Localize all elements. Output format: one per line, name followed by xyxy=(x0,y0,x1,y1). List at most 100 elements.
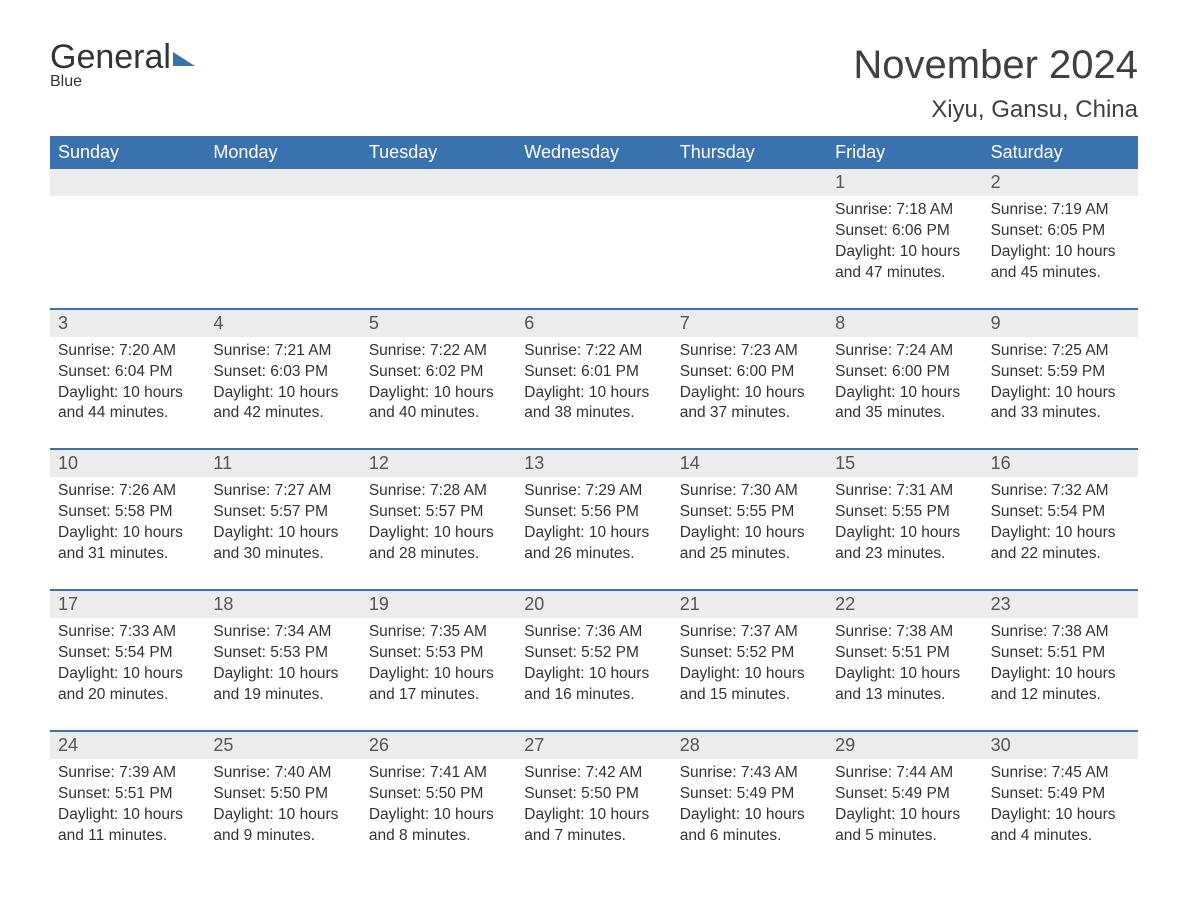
sunrise-text: Sunrise: 7:22 AM xyxy=(369,341,508,362)
day-cell: Sunrise: 7:21 AMSunset: 6:03 PMDaylight:… xyxy=(205,337,360,431)
sunset-text: Sunset: 5:51 PM xyxy=(58,784,197,805)
sunset-text: Sunset: 5:53 PM xyxy=(213,643,352,664)
day-cell: Sunrise: 7:44 AMSunset: 5:49 PMDaylight:… xyxy=(827,759,982,853)
day-number xyxy=(205,169,360,196)
sunset-text: Sunset: 6:06 PM xyxy=(835,221,974,242)
sunset-text: Sunset: 5:55 PM xyxy=(835,502,974,523)
day-number-row: 17181920212223 xyxy=(50,591,1138,618)
day-cell: Sunrise: 7:32 AMSunset: 5:54 PMDaylight:… xyxy=(983,477,1138,571)
sunset-text: Sunset: 6:00 PM xyxy=(680,362,819,383)
sunrise-text: Sunrise: 7:34 AM xyxy=(213,622,352,643)
daylight-text: Daylight: 10 hours and 15 minutes. xyxy=(680,664,819,706)
sunset-text: Sunset: 5:50 PM xyxy=(524,784,663,805)
day-cell: Sunrise: 7:28 AMSunset: 5:57 PMDaylight:… xyxy=(361,477,516,571)
day-number: 14 xyxy=(672,450,827,477)
day-cell: Sunrise: 7:24 AMSunset: 6:00 PMDaylight:… xyxy=(827,337,982,431)
sunrise-text: Sunrise: 7:44 AM xyxy=(835,763,974,784)
weekday-label: Friday xyxy=(827,136,982,169)
day-cell: Sunrise: 7:22 AMSunset: 6:01 PMDaylight:… xyxy=(516,337,671,431)
daylight-text: Daylight: 10 hours and 37 minutes. xyxy=(680,383,819,425)
daylight-text: Daylight: 10 hours and 7 minutes. xyxy=(524,805,663,847)
calendar-weekday-header: Sunday Monday Tuesday Wednesday Thursday… xyxy=(50,136,1138,169)
day-number: 12 xyxy=(361,450,516,477)
day-cell xyxy=(516,196,671,290)
location-subtitle: Xiyu, Gansu, China xyxy=(50,96,1138,124)
day-cell xyxy=(361,196,516,290)
weekday-label: Monday xyxy=(205,136,360,169)
sunset-text: Sunset: 6:05 PM xyxy=(991,221,1130,242)
day-number: 1 xyxy=(827,169,982,196)
sunset-text: Sunset: 5:57 PM xyxy=(213,502,352,523)
sunrise-text: Sunrise: 7:38 AM xyxy=(991,622,1130,643)
sunrise-text: Sunrise: 7:27 AM xyxy=(213,481,352,502)
daylight-text: Daylight: 10 hours and 16 minutes. xyxy=(524,664,663,706)
sunrise-text: Sunrise: 7:24 AM xyxy=(835,341,974,362)
weekday-label: Tuesday xyxy=(361,136,516,169)
sunrise-text: Sunrise: 7:28 AM xyxy=(369,481,508,502)
sunrise-text: Sunrise: 7:26 AM xyxy=(58,481,197,502)
daylight-text: Daylight: 10 hours and 33 minutes. xyxy=(991,383,1130,425)
day-number: 5 xyxy=(361,310,516,337)
sunrise-text: Sunrise: 7:29 AM xyxy=(524,481,663,502)
calendar-week: 12Sunrise: 7:18 AMSunset: 6:06 PMDayligh… xyxy=(50,169,1138,290)
daylight-text: Daylight: 10 hours and 45 minutes. xyxy=(991,242,1130,284)
day-number: 16 xyxy=(983,450,1138,477)
day-number-row: 10111213141516 xyxy=(50,450,1138,477)
day-cell: Sunrise: 7:35 AMSunset: 5:53 PMDaylight:… xyxy=(361,618,516,712)
logo-triangle-icon xyxy=(173,52,195,66)
daylight-text: Daylight: 10 hours and 22 minutes. xyxy=(991,523,1130,565)
daylight-text: Daylight: 10 hours and 30 minutes. xyxy=(213,523,352,565)
header-row: General Blue November 2024 xyxy=(50,40,1138,90)
day-cell: Sunrise: 7:26 AMSunset: 5:58 PMDaylight:… xyxy=(50,477,205,571)
sunrise-text: Sunrise: 7:23 AM xyxy=(680,341,819,362)
daylight-text: Daylight: 10 hours and 31 minutes. xyxy=(58,523,197,565)
daylight-text: Daylight: 10 hours and 19 minutes. xyxy=(213,664,352,706)
sunrise-text: Sunrise: 7:22 AM xyxy=(524,341,663,362)
sunset-text: Sunset: 5:49 PM xyxy=(991,784,1130,805)
day-number xyxy=(516,169,671,196)
sunrise-text: Sunrise: 7:43 AM xyxy=(680,763,819,784)
sunrise-text: Sunrise: 7:30 AM xyxy=(680,481,819,502)
day-number: 17 xyxy=(50,591,205,618)
day-cell: Sunrise: 7:20 AMSunset: 6:04 PMDaylight:… xyxy=(50,337,205,431)
sunset-text: Sunset: 5:55 PM xyxy=(680,502,819,523)
day-number: 10 xyxy=(50,450,205,477)
day-cell: Sunrise: 7:36 AMSunset: 5:52 PMDaylight:… xyxy=(516,618,671,712)
day-number: 8 xyxy=(827,310,982,337)
sunrise-text: Sunrise: 7:39 AM xyxy=(58,763,197,784)
day-number: 2 xyxy=(983,169,1138,196)
sunset-text: Sunset: 5:54 PM xyxy=(58,643,197,664)
day-number xyxy=(361,169,516,196)
sunrise-text: Sunrise: 7:32 AM xyxy=(991,481,1130,502)
sunset-text: Sunset: 5:57 PM xyxy=(369,502,508,523)
daylight-text: Daylight: 10 hours and 47 minutes. xyxy=(835,242,974,284)
daylight-text: Daylight: 10 hours and 4 minutes. xyxy=(991,805,1130,847)
day-number: 15 xyxy=(827,450,982,477)
sunrise-text: Sunrise: 7:20 AM xyxy=(58,341,197,362)
calendar-week: 24252627282930Sunrise: 7:39 AMSunset: 5:… xyxy=(50,730,1138,853)
sunset-text: Sunset: 5:51 PM xyxy=(991,643,1130,664)
logo-text-general: General xyxy=(50,40,171,74)
daylight-text: Daylight: 10 hours and 12 minutes. xyxy=(991,664,1130,706)
day-number: 7 xyxy=(672,310,827,337)
weekday-label: Thursday xyxy=(672,136,827,169)
sunset-text: Sunset: 5:52 PM xyxy=(524,643,663,664)
daylight-text: Daylight: 10 hours and 38 minutes. xyxy=(524,383,663,425)
day-cell: Sunrise: 7:38 AMSunset: 5:51 PMDaylight:… xyxy=(827,618,982,712)
day-number xyxy=(50,169,205,196)
day-cell: Sunrise: 7:33 AMSunset: 5:54 PMDaylight:… xyxy=(50,618,205,712)
day-cell: Sunrise: 7:19 AMSunset: 6:05 PMDaylight:… xyxy=(983,196,1138,290)
day-cell: Sunrise: 7:40 AMSunset: 5:50 PMDaylight:… xyxy=(205,759,360,853)
sunrise-text: Sunrise: 7:31 AM xyxy=(835,481,974,502)
sunrise-text: Sunrise: 7:33 AM xyxy=(58,622,197,643)
daylight-text: Daylight: 10 hours and 28 minutes. xyxy=(369,523,508,565)
day-cell: Sunrise: 7:31 AMSunset: 5:55 PMDaylight:… xyxy=(827,477,982,571)
day-cell xyxy=(205,196,360,290)
daylight-text: Daylight: 10 hours and 44 minutes. xyxy=(58,383,197,425)
day-number: 19 xyxy=(361,591,516,618)
logo-text-blue: Blue xyxy=(50,73,82,90)
day-number: 21 xyxy=(672,591,827,618)
daylight-text: Daylight: 10 hours and 17 minutes. xyxy=(369,664,508,706)
sunrise-text: Sunrise: 7:38 AM xyxy=(835,622,974,643)
day-cell: Sunrise: 7:37 AMSunset: 5:52 PMDaylight:… xyxy=(672,618,827,712)
